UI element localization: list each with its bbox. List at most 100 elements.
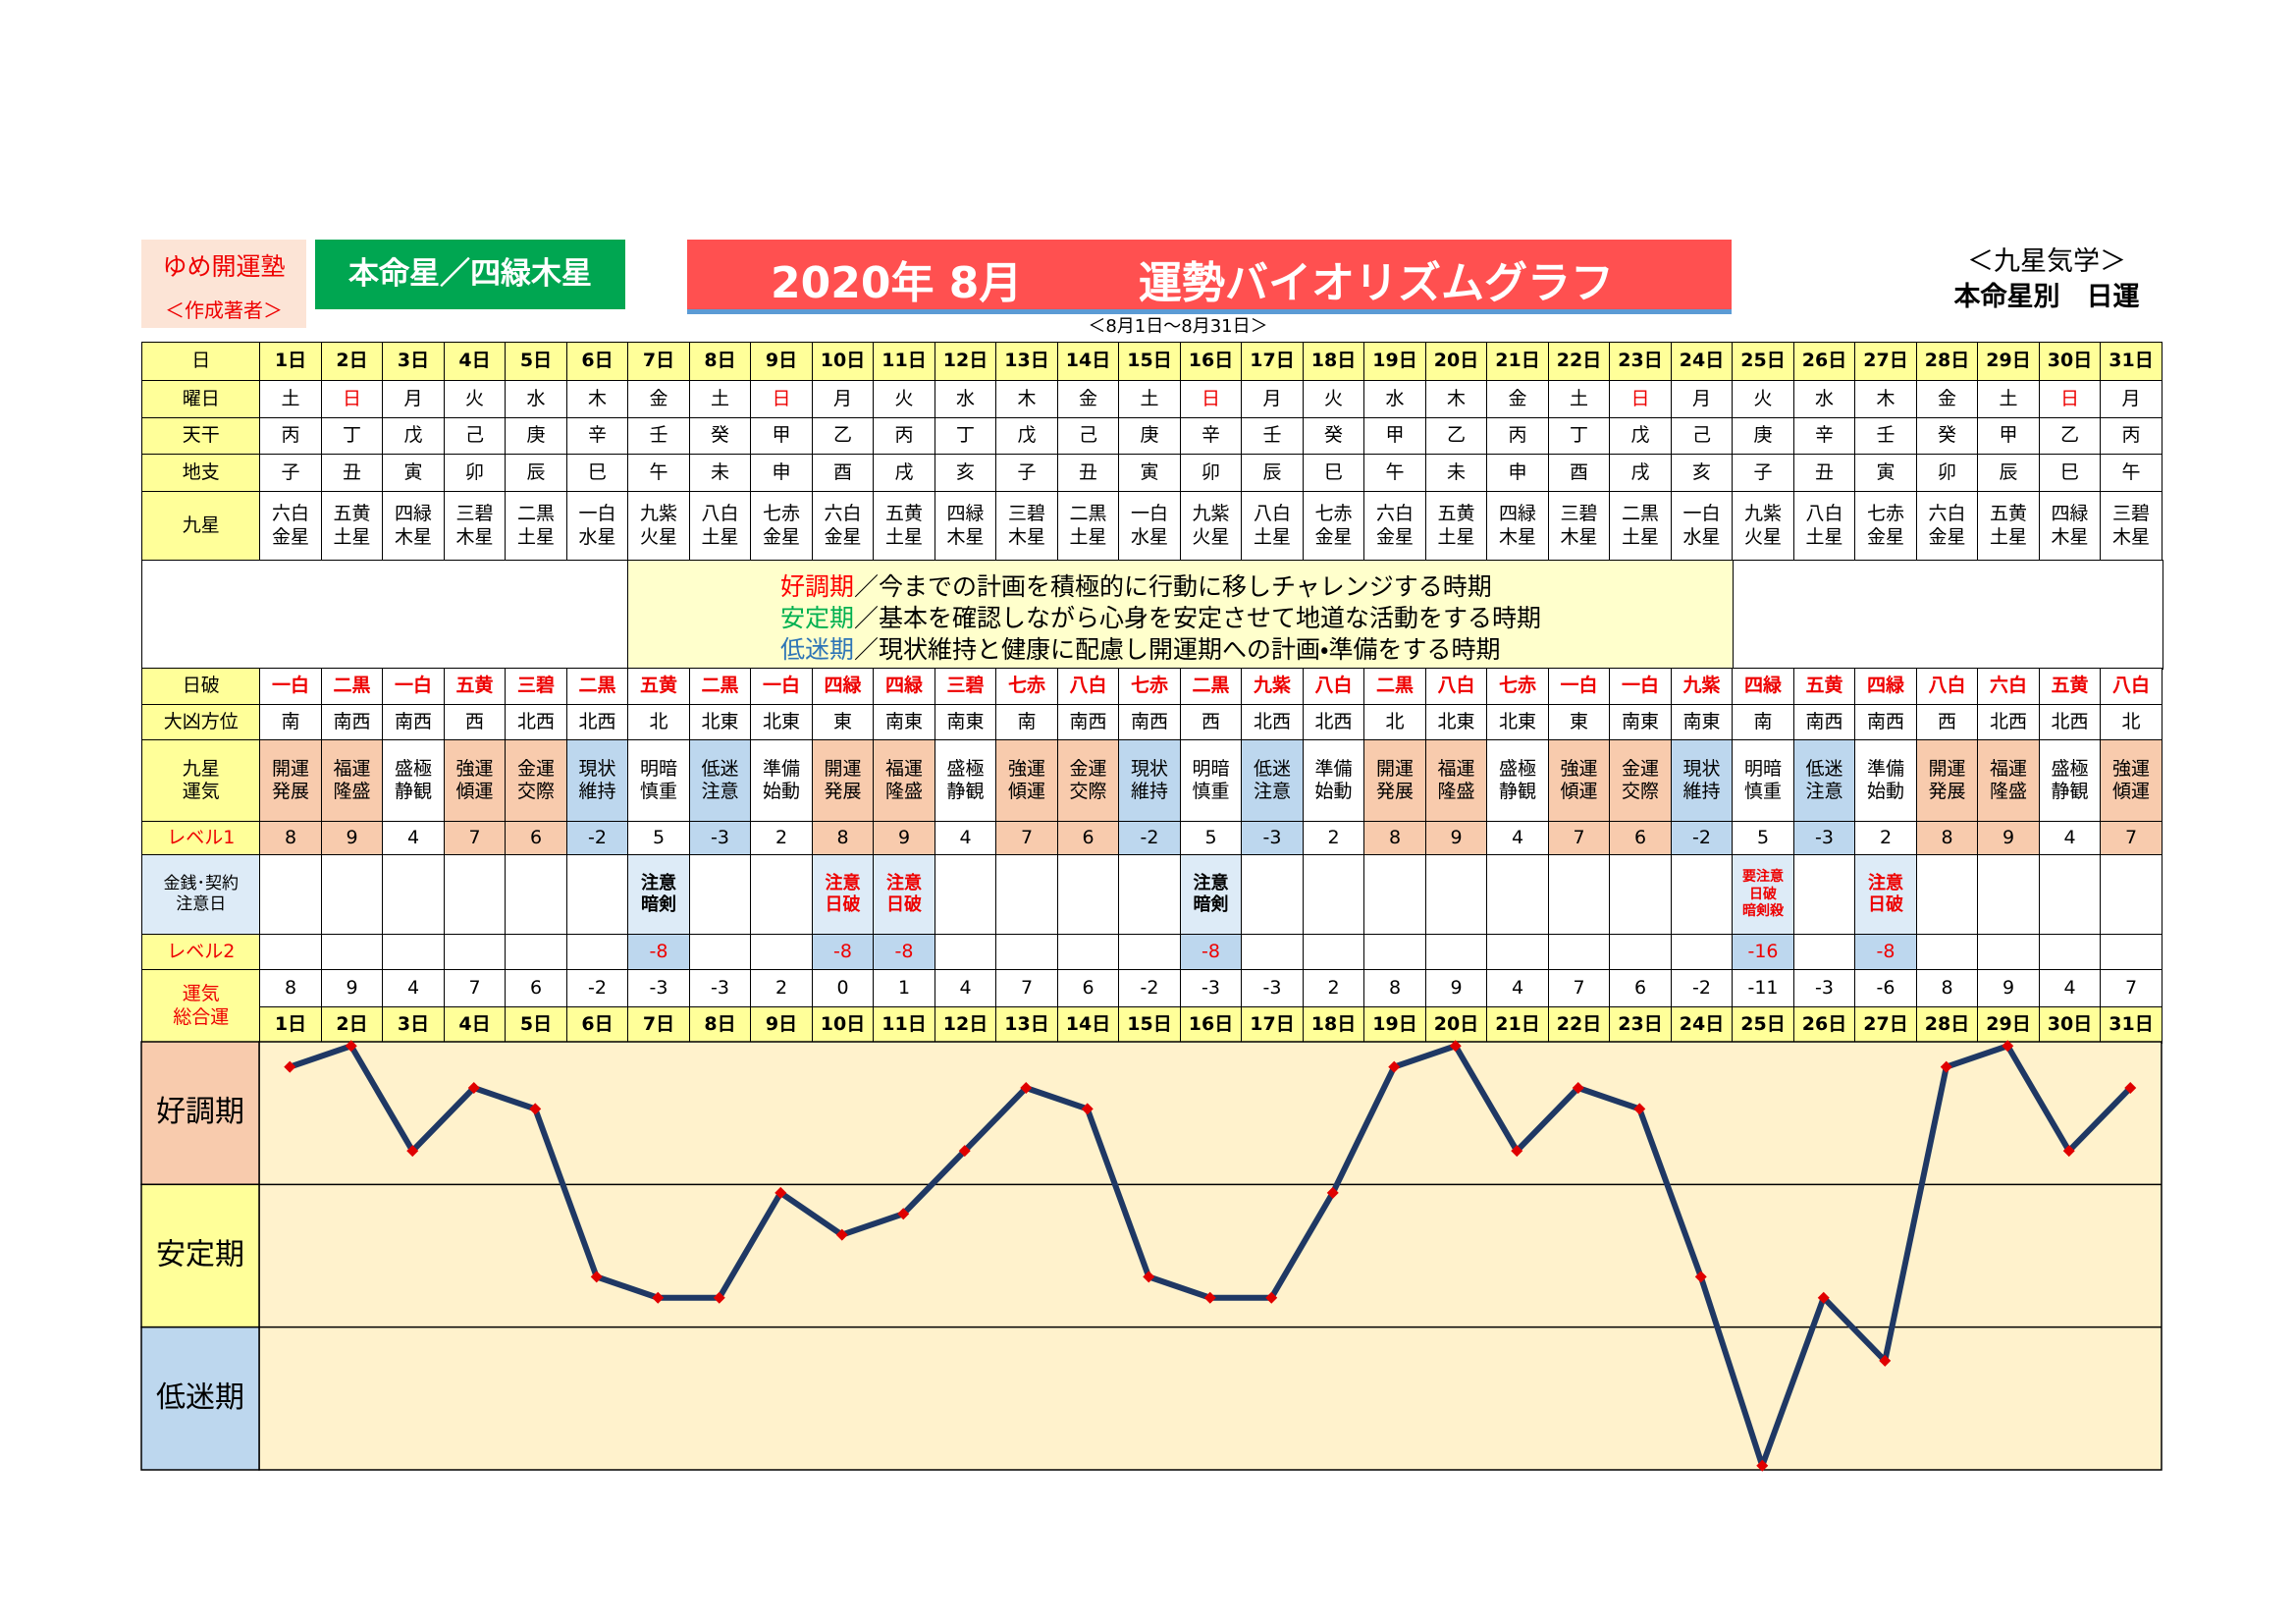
cell: 金運 交際 xyxy=(1056,739,1120,823)
cell: 月 xyxy=(811,380,875,419)
org-author: ＜作成著者＞ xyxy=(165,298,283,322)
marker xyxy=(1020,1082,1033,1095)
row-label: 日破 xyxy=(141,668,261,706)
cell: 北西 xyxy=(565,704,629,741)
cell: 北東 xyxy=(1486,704,1549,741)
cell: 寅 xyxy=(1118,454,1181,493)
cell: 水 xyxy=(505,380,567,419)
cell: 戊 xyxy=(382,417,445,456)
day-header: 4日 xyxy=(443,342,507,382)
cell: 金 xyxy=(1915,380,1979,419)
day-header: 20日 xyxy=(1424,1006,1488,1044)
org-name: ゆめ開運塾 xyxy=(162,252,286,281)
total-cell: 9 xyxy=(1977,969,2040,1008)
day-header: 5日 xyxy=(505,1006,567,1044)
cell: 三碧 木星 xyxy=(2100,491,2163,562)
row-label: 曜日 xyxy=(141,380,261,419)
legend-line: 低迷期／現状維持と健康に配慮し開運期への計画・準備をする時期 xyxy=(780,630,1501,666)
cell: 四緑 木星 xyxy=(934,491,997,562)
band-label: 好調期 xyxy=(156,1095,244,1129)
total-cell: 6 xyxy=(1609,969,1672,1008)
day-header: 29日 xyxy=(1977,342,2040,382)
total-cell: 4 xyxy=(1486,969,1549,1008)
cell: 明暗 慎重 xyxy=(1179,739,1243,823)
marker xyxy=(284,1060,296,1073)
cell: 一白 水星 xyxy=(565,491,629,562)
period: ＜8月1日～8月31日＞ xyxy=(1088,316,1268,337)
day-header: 23日 xyxy=(1609,342,1672,382)
cell xyxy=(1241,934,1304,971)
cell: 四緑 xyxy=(873,668,935,706)
cell: 5 xyxy=(1732,821,1794,856)
cell: 戌 xyxy=(1609,454,1672,493)
day-header: 21日 xyxy=(1486,342,1549,382)
cell: 一白 xyxy=(1609,668,1672,706)
cell: -8 xyxy=(1854,934,1917,971)
cell: 南東 xyxy=(1670,704,1734,741)
cell: 六白 金星 xyxy=(1915,491,1979,562)
cell: 九紫 xyxy=(1670,668,1734,706)
cell: 北西 xyxy=(505,704,567,741)
marker xyxy=(713,1291,725,1304)
cell: 五黄 xyxy=(627,668,690,706)
cell: 八白 xyxy=(1056,668,1120,706)
cell: 辛 xyxy=(1792,417,1856,456)
total-cell: -6 xyxy=(1854,969,1917,1008)
row-label: 金銭･契約 注意日 xyxy=(141,854,261,936)
title-box xyxy=(687,240,1732,314)
day-header: 22日 xyxy=(1547,1006,1611,1044)
kind: 本命星別 日運 xyxy=(1953,282,2140,312)
cell: 準備 始動 xyxy=(1302,739,1365,823)
day-header: 11日 xyxy=(873,342,935,382)
row-label: 大凶方位 xyxy=(141,704,261,741)
legend-text: ／今までの計画を積極的に行動に移しチャレンジする時期 xyxy=(854,572,1492,601)
day-header: 14日 xyxy=(1056,342,1120,382)
cell: 寅 xyxy=(382,454,445,493)
cell: 一白 xyxy=(750,668,813,706)
cell: 南西 xyxy=(382,704,445,741)
cell: 土 xyxy=(1118,380,1181,419)
day-header: 18日 xyxy=(1302,1006,1365,1044)
cell: 北 xyxy=(2100,704,2163,741)
cell: 二黒 土星 xyxy=(1609,491,1672,562)
cell xyxy=(995,854,1058,936)
cell: 乙 xyxy=(1424,417,1488,456)
cell: 低迷 注意 xyxy=(688,739,752,823)
day-header: 8日 xyxy=(688,342,752,382)
cell: 六白 金星 xyxy=(259,491,322,562)
cell: 開運 発展 xyxy=(1915,739,1979,823)
marker xyxy=(406,1145,419,1158)
cell: 木 xyxy=(1424,380,1488,419)
cell xyxy=(1915,854,1979,936)
cell: 丙 xyxy=(259,417,322,456)
cell: 木 xyxy=(1854,380,1917,419)
cell: 七赤 xyxy=(1118,668,1181,706)
marker xyxy=(1879,1354,1892,1367)
day-header: 16日 xyxy=(1179,1006,1243,1044)
cell: 甲 xyxy=(1363,417,1426,456)
total-cell: 4 xyxy=(934,969,997,1008)
cell xyxy=(320,934,384,971)
cell: 甲 xyxy=(1977,417,2040,456)
band-label: 低迷期 xyxy=(156,1380,244,1415)
cell: 北東 xyxy=(688,704,752,741)
day-header: 5日 xyxy=(505,342,567,382)
cell xyxy=(259,854,322,936)
cell xyxy=(565,854,629,936)
day-header: 31日 xyxy=(2100,1006,2163,1044)
marker xyxy=(1081,1103,1094,1115)
honmei-box: 本命星／四緑木星 xyxy=(315,240,625,309)
total-cell: -3 xyxy=(1179,969,1243,1008)
marker xyxy=(1203,1291,1216,1304)
cell: 六白 xyxy=(1977,668,2040,706)
marker xyxy=(1633,1103,1646,1115)
cell: 一白 水星 xyxy=(1670,491,1734,562)
cell: 現状 維持 xyxy=(1670,739,1734,823)
cell: 福運 隆盛 xyxy=(320,739,384,823)
cell: 5 xyxy=(627,821,690,856)
cell: -2 xyxy=(1118,821,1181,856)
cell: 9 xyxy=(320,821,384,856)
cell: 低迷 注意 xyxy=(1241,739,1304,823)
day-header: 19日 xyxy=(1363,1006,1426,1044)
cell: 盛極 静観 xyxy=(382,739,445,823)
